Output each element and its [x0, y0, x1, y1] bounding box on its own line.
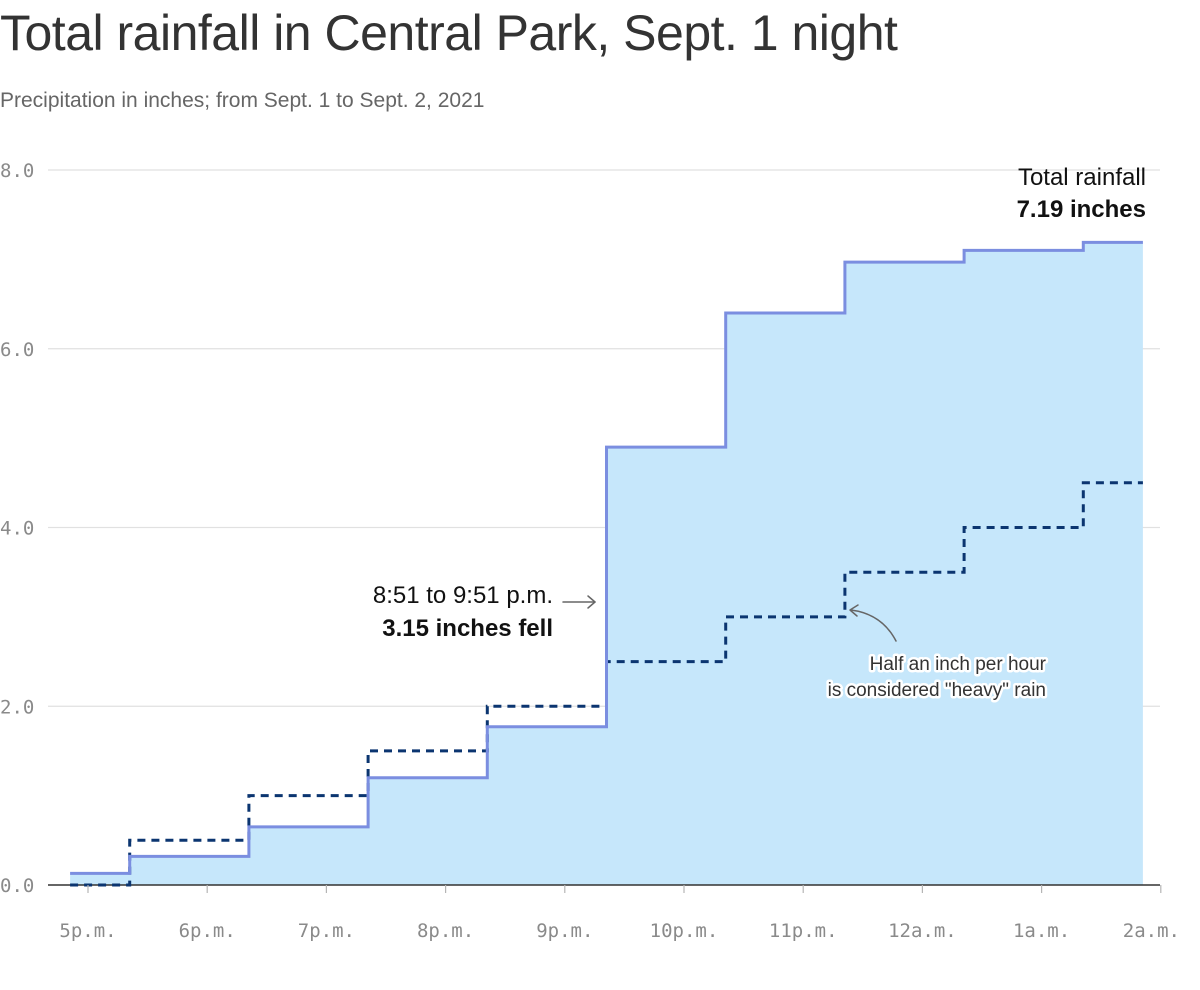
x-tick-label: 1a.m.	[1013, 920, 1070, 942]
y-axis-ticks: 0.0 2.0 4.0 6.0 8.0	[0, 160, 34, 897]
x-tick-label: 11p.m.	[769, 920, 838, 942]
y-tick-label: 8.0	[0, 160, 34, 182]
x-tick-label: 9p.m.	[536, 920, 593, 942]
chart-title: Total rainfall in Central Park, Sept. 1 …	[0, 5, 898, 61]
curved-arrow-icon	[849, 604, 897, 642]
line-layer	[48, 240, 1160, 887]
total-annotation-line2: 7.19 inches	[1017, 196, 1146, 223]
x-tick-label: 5p.m.	[59, 920, 116, 942]
peak-annotation-line1: 8:51 to 9:51 p.m.	[373, 582, 553, 609]
right-arrow-icon	[562, 595, 596, 609]
x-tick-label: 8p.m.	[417, 920, 474, 942]
x-tick-label: 2a.m.	[1123, 920, 1180, 942]
x-axis-ticks: 5p.m. 6p.m. 7p.m. 8p.m. 9p.m. 10p.m. 11p.m. 12a…	[59, 885, 1180, 942]
y-tick-label: 6.0	[0, 339, 34, 361]
total-annotation-line1: Total rainfall	[1018, 164, 1146, 191]
heavy-annotation-line2: is considered "heavy" rain	[828, 680, 1046, 701]
peak-hour-annotation: 8:51 to 9:51 p.m. 3.15 inches fell	[373, 582, 596, 642]
x-tick-label: 7p.m.	[298, 920, 355, 942]
x-tick-label: 12a.m.	[888, 920, 957, 942]
heavy-annotation-line1: Half an inch per hour	[870, 654, 1047, 675]
total-rainfall-line	[70, 240, 1143, 875]
chart-subtitle: Precipitation in inches; from Sept. 1 to…	[0, 89, 485, 112]
heavy-rain-annotation: Half an inch per hour is considered "hea…	[825, 604, 1049, 704]
peak-annotation-line2: 3.15 inches fell	[382, 615, 553, 642]
y-tick-label: 0.0	[0, 875, 34, 897]
x-tick-label: 6p.m.	[179, 920, 236, 942]
total-rainfall-annotation: Total rainfall 7.19 inches	[1017, 164, 1146, 223]
x-tick-label: 10p.m.	[650, 920, 719, 942]
y-tick-label: 2.0	[0, 696, 34, 718]
y-tick-label: 4.0	[0, 518, 34, 540]
